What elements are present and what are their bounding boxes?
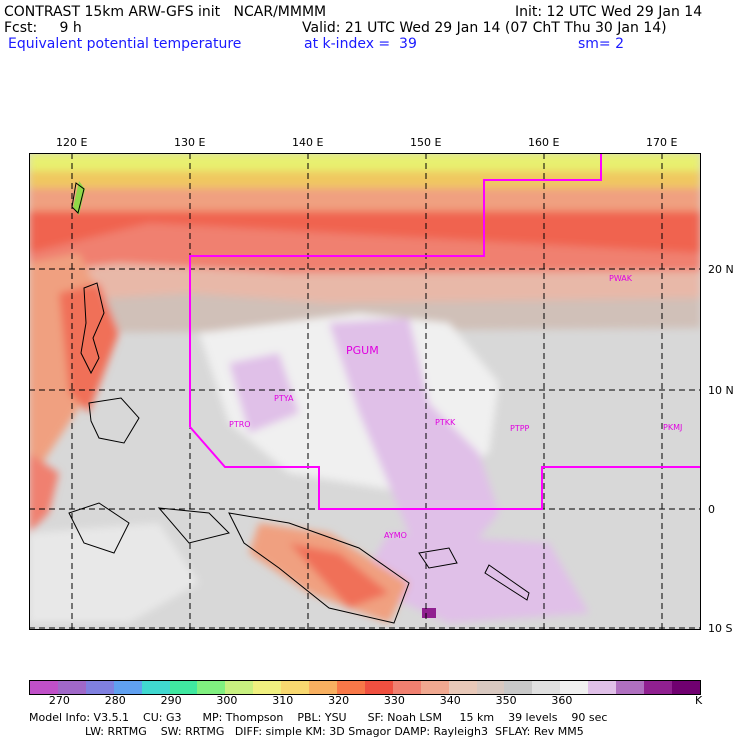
valid-time: Valid: 21 UTC Wed 29 Jan 14 (07 ChT Thu … [302, 20, 667, 36]
colorbar-swatch [448, 681, 477, 694]
mindanao-coast [88, 397, 140, 444]
lat-label-10s: 10 S [708, 622, 733, 635]
init-time: Init: 12 UTC Wed 29 Jan 14 [515, 4, 703, 20]
halmahera-coast [157, 507, 230, 544]
theta-e-field [29, 153, 701, 623]
colorbar [29, 680, 701, 695]
domain-boundary-north [189, 153, 602, 427]
station-label-pkmj: PKMJ [663, 423, 682, 432]
station-label-ptya: PTYA [274, 394, 294, 403]
station-label-ptpp: PTPP [510, 424, 530, 433]
smoothing: sm= 2 [578, 36, 625, 52]
lon-label-160: 160 E [528, 136, 560, 149]
model-info-line2: LW: RRTMG SW: RRTMG DIFF: simple KM: 3D … [29, 725, 584, 738]
taiwan-land [73, 181, 85, 215]
lat-label-10n: 10 N [708, 384, 734, 397]
colorbar-swatch [281, 681, 310, 694]
lon-label-130: 130 E [174, 136, 206, 149]
theta-e-max-spot [422, 608, 436, 618]
colorbar-swatch [532, 681, 561, 694]
theta-e-map: PWAK PGUM PTYA PTRO PTKK PTPP PKMJ AYMO [29, 153, 701, 630]
colorbar-labels: 270 280 290 300 310 320 330 340 350 360 K [29, 694, 709, 708]
colorbar-swatch [197, 681, 226, 694]
forecast-hour: Fcst: 9 h [4, 20, 82, 36]
domain-boundary-south [189, 426, 701, 510]
borneo-coast [68, 502, 130, 554]
model-info-line1: Model Info: V3.5.1 CU: G3 MP: Thompson P… [29, 711, 608, 724]
lon-label-170: 170 E [646, 136, 678, 149]
colorbar-swatch [643, 681, 672, 694]
new-guinea-coast [228, 512, 410, 624]
luzon-coast [80, 282, 105, 375]
colorbar-label: 350 [495, 694, 517, 707]
colorbar-label: 320 [328, 694, 350, 707]
station-label-pgum: PGUM [346, 344, 379, 357]
colorbar-swatch [30, 681, 58, 694]
lat-label-20n: 20 N [708, 263, 734, 276]
colorbar-swatch [476, 681, 505, 694]
colorbar-swatch [85, 681, 114, 694]
taiwan-coast [71, 182, 85, 214]
colorbar-swatch [169, 681, 198, 694]
colorbar-label: K [695, 694, 703, 707]
station-label-ptro: PTRO [229, 420, 251, 429]
lon-label-140: 140 E [292, 136, 324, 149]
colorbar-label: 270 [48, 694, 70, 707]
field-name: Equivalent potential temperature [8, 36, 242, 52]
colorbar-swatch [225, 681, 254, 694]
k-index: at k-index = 39 [304, 36, 417, 52]
colorbar-swatch [309, 681, 337, 694]
colorbar-label: 330 [383, 694, 405, 707]
lon-label-150: 150 E [410, 136, 442, 149]
colorbar-label: 310 [272, 694, 294, 707]
colorbar-swatch [392, 681, 421, 694]
model-title: CONTRAST 15km ARW-GFS init NCAR/MMMM [4, 4, 327, 20]
colorbar-label: 280 [104, 694, 126, 707]
colorbar-label: 300 [216, 694, 238, 707]
lon-label-120: 120 E [56, 136, 88, 149]
station-label-pwak: PWAK [609, 274, 633, 283]
colorbar-swatch [336, 681, 365, 694]
colorbar-swatch [588, 681, 617, 694]
colorbar-swatch [616, 681, 644, 694]
colorbar-swatch [560, 681, 589, 694]
station-label-aymo: AYMO [384, 531, 407, 540]
colorbar-swatch [113, 681, 142, 694]
colorbar-label: 290 [160, 694, 182, 707]
colorbar-swatch [253, 681, 282, 694]
map-frame [29, 153, 701, 630]
colorbar-swatch [57, 681, 86, 694]
colorbar-swatch [141, 681, 170, 694]
colorbar-swatch [364, 681, 393, 694]
colorbar-swatch [504, 681, 533, 694]
colorbar-label: 360 [551, 694, 573, 707]
solomon-coast [484, 564, 530, 601]
station-labels: PWAK PGUM PTYA PTRO PTKK PTPP PKMJ AYMO [229, 274, 682, 540]
colorbar-swatch [671, 681, 700, 694]
station-label-ptkk: PTKK [435, 418, 456, 427]
lat-label-0: 0 [708, 503, 715, 516]
colorbar-label: 340 [439, 694, 461, 707]
colorbar-swatch [420, 681, 449, 694]
